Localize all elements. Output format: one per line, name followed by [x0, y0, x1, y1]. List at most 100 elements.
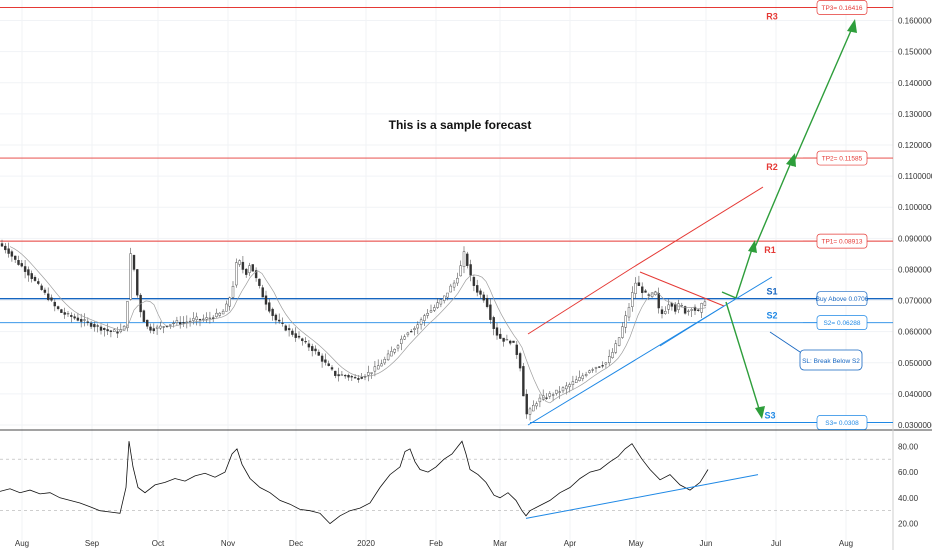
candle-body: [33, 277, 37, 281]
price-tick-label: 0.05000000: [898, 359, 932, 368]
candle-body: [320, 355, 324, 362]
candle-body: [403, 336, 406, 340]
candle-body: [627, 307, 631, 318]
candle-body: [634, 282, 637, 294]
candle-body: [89, 322, 93, 327]
candle-body: [132, 254, 136, 270]
price-tick-label: 0.15000000: [898, 48, 932, 57]
candle-body: [4, 245, 7, 251]
candle-body: [357, 378, 360, 380]
candle-body: [79, 318, 83, 322]
candle-body: [112, 329, 116, 332]
candle-body: [149, 326, 152, 331]
candle-body: [611, 352, 614, 359]
candle-body: [446, 292, 449, 298]
candle-body: [393, 349, 396, 353]
candle-body: [99, 326, 103, 331]
candle-body: [390, 351, 393, 357]
candle-body: [495, 327, 499, 336]
candle-body: [380, 363, 383, 367]
candle-body: [667, 304, 670, 310]
level-label-s2: S2: [766, 311, 777, 321]
candle-body: [350, 376, 353, 378]
candle-body: [578, 377, 581, 381]
candle-body: [337, 374, 340, 377]
candle-body: [340, 374, 344, 376]
candle-body: [370, 372, 373, 374]
candle-body: [231, 286, 235, 298]
candle-body: [591, 369, 594, 371]
price-tick-label: 0.03000000: [898, 421, 932, 430]
time-tick-label: Feb: [429, 539, 443, 548]
candle-body: [347, 375, 350, 378]
candle-body: [70, 315, 73, 317]
level-label-r2: R2: [766, 162, 778, 172]
candle-body: [202, 318, 205, 320]
candle-body: [466, 253, 469, 266]
time-tick-label: Apr: [564, 539, 577, 548]
candle-body: [254, 270, 258, 279]
price-tick-label: 0.13000000: [898, 110, 932, 119]
price-tick-label: 0.11000000: [898, 172, 932, 181]
rsi-layer: [0, 440, 759, 525]
sl-note: SL: Break Below S2: [769, 331, 863, 371]
candle-body: [258, 278, 261, 286]
candle-body: [142, 310, 146, 322]
candle-body: [106, 329, 109, 332]
candle-body: [281, 322, 284, 324]
candle-body: [545, 397, 548, 399]
candle-body: [23, 266, 27, 272]
arrow-head-r1: [748, 240, 757, 253]
candle-body: [479, 290, 482, 295]
candle-body: [330, 367, 334, 370]
candle-body: [571, 381, 575, 386]
candle-body: [63, 312, 66, 315]
candle-body: [20, 263, 23, 267]
candle-body: [624, 315, 627, 328]
candle-body: [383, 359, 386, 364]
candle-body: [482, 294, 485, 301]
candle-body: [178, 322, 182, 325]
price-tick-label: 0.07000000: [898, 297, 932, 306]
candle-body: [241, 261, 245, 270]
level-note-s1: Buy Above 0.0706: [816, 296, 869, 303]
candle-body: [568, 384, 571, 388]
candle-body: [324, 359, 327, 363]
candle-body: [604, 362, 608, 365]
candle-body: [284, 325, 287, 331]
level-label-s3: S3: [764, 411, 775, 421]
triangle-bottom-line: [659, 305, 725, 347]
candle-body: [657, 293, 660, 309]
candle-body: [96, 325, 99, 327]
candle-body: [205, 317, 208, 320]
lower-trend-line: [527, 276, 773, 426]
candle-body: [456, 277, 459, 284]
sl-note-text: SL: Break Below S2: [802, 358, 860, 365]
time-tick-label: Jun: [700, 539, 713, 548]
price-layer: [0, 239, 707, 421]
candle-body: [53, 301, 56, 307]
price-axis-ticks: 0.16000000 0.15000000 0.14000000 0.13000000…: [898, 17, 932, 430]
candle-body: [297, 335, 301, 338]
time-tick-label: Nov: [221, 539, 235, 548]
price-tick-label: 0.10000000: [898, 203, 932, 212]
price-tick-label: 0.06000000: [898, 328, 932, 337]
candle-body: [152, 328, 156, 332]
candle-body: [644, 290, 647, 293]
candle-body: [641, 286, 644, 293]
candle-body: [60, 309, 63, 313]
rsi-tick-label: 20.00: [898, 520, 919, 529]
candle-body: [30, 273, 33, 279]
candle-body: [129, 253, 132, 300]
candle-body: [228, 297, 231, 307]
candle-body: [505, 339, 509, 341]
arrow-head-s3: [755, 406, 765, 419]
candle-body: [512, 340, 515, 343]
candle-body: [159, 325, 162, 329]
candle-body: [136, 269, 139, 296]
level-note-s3: S3= 0.0308: [825, 420, 859, 427]
candle-body: [274, 314, 278, 321]
candle-body: [548, 393, 551, 397]
time-tick-label: Oct: [152, 539, 165, 548]
